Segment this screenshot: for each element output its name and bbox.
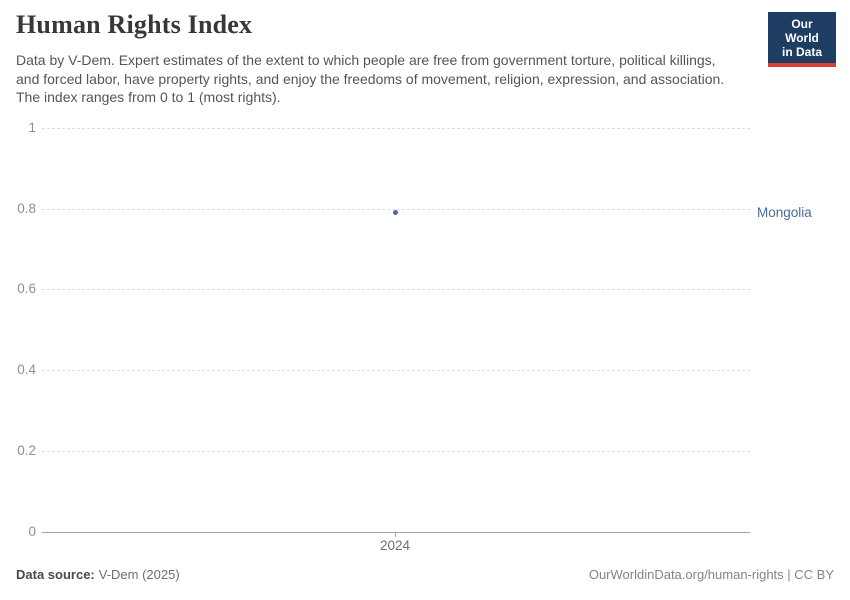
- x-tick-label: 2024: [379, 538, 411, 553]
- owid-logo-line2: in Data: [781, 45, 822, 59]
- chart-subtitle: Data by V-Dem. Expert estimates of the e…: [16, 52, 725, 105]
- y-gridline: [42, 128, 750, 129]
- y-tick-label: 0.8: [17, 200, 36, 216]
- y-tick-label: 0.6: [17, 281, 36, 297]
- y-tick-label: 0: [28, 523, 36, 539]
- y-gridline: [42, 289, 750, 291]
- owid-logo-line1: Our World: [785, 17, 819, 45]
- data-source-label: Data source:: [16, 567, 95, 582]
- y-tick-label: 1: [28, 120, 36, 135]
- chart-footer: Data source: V-Dem (2025) OurWorldinData.…: [16, 567, 834, 582]
- data-source-value: V-Dem (2025): [98, 567, 180, 582]
- x-axis-line: [42, 531, 750, 533]
- y-gridline: [42, 450, 750, 452]
- y-gridline: [42, 208, 750, 210]
- series-label-mongolia[interactable]: Mongolia: [757, 204, 812, 220]
- y-tick-label: 0.4: [17, 362, 36, 378]
- x-tick-mark: [395, 532, 396, 537]
- owid-logo[interactable]: Our World in Data: [768, 12, 836, 67]
- data-point-mongolia[interactable]: [393, 210, 398, 216]
- attribution: OurWorldinData.org/human-rights | CC BY: [588, 567, 834, 582]
- data-source: Data source: V-Dem (2025): [16, 567, 180, 582]
- y-gridline: [42, 370, 750, 372]
- y-tick-label: 0.2: [17, 442, 36, 458]
- page-title: Human Rights Index: [16, 10, 253, 39]
